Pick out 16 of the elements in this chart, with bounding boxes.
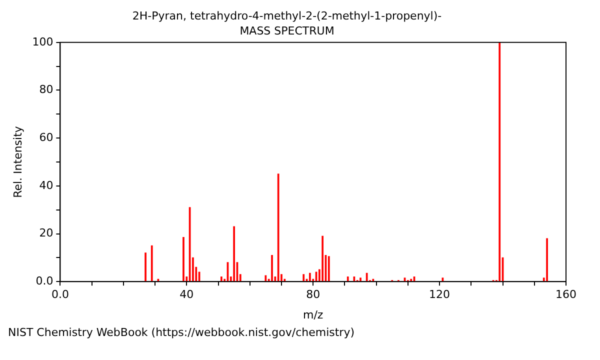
x-tick-label: 40 <box>180 288 194 302</box>
x-tick-label: 0.0 <box>51 288 69 302</box>
chart-subtitle: MASS SPECTRUM <box>240 24 334 38</box>
y-tick-label: 40 <box>39 178 54 192</box>
x-tick-label: 160 <box>556 288 576 302</box>
x-tick-label: 80 <box>306 288 320 302</box>
chart-title: 2H-Pyran, tetrahydro-4-methyl-2-(2-methyl-1-propenyl)- <box>132 9 442 22</box>
y-tick-label: 80 <box>39 83 54 96</box>
x-tick-label: 120 <box>429 288 450 302</box>
x-axis-title: m/z <box>302 308 324 322</box>
y-tick-label: 100 <box>32 35 54 48</box>
text: NIST Chemistry WebBook (https://webbook.nist.gov/chemistry) <box>8 326 356 339</box>
y-tick-label: 20 <box>39 226 54 240</box>
y-tick-label: 60 <box>39 130 54 144</box>
y-axis-title: Rel. Intensity <box>11 126 24 198</box>
y-tick-label: 0.0 <box>36 274 54 288</box>
